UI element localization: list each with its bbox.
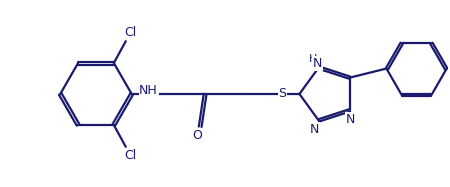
Text: S: S (279, 87, 287, 99)
Text: Cl: Cl (125, 149, 137, 162)
Text: Cl: Cl (125, 26, 137, 39)
Text: N: N (313, 57, 322, 70)
Text: NH: NH (139, 84, 158, 96)
Text: N: N (310, 123, 319, 136)
Text: H: H (309, 54, 317, 64)
Text: O: O (192, 129, 202, 142)
Text: N: N (346, 113, 356, 126)
